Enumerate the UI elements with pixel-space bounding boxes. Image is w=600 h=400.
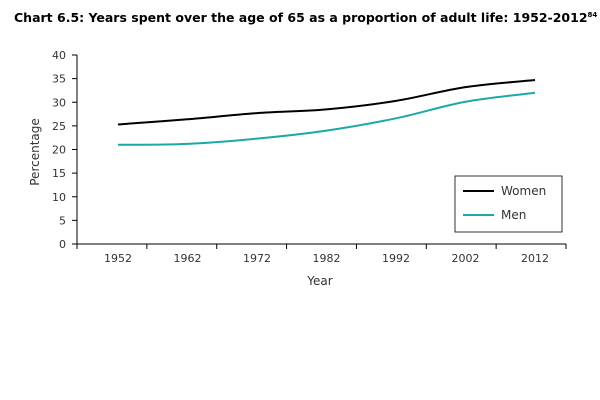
- y-tick-label: 20: [52, 144, 66, 157]
- x-axis-title: Year: [306, 274, 332, 288]
- y-tick-label: 25: [52, 120, 66, 133]
- legend-label-men: Men: [501, 208, 526, 222]
- y-tick-label: 5: [59, 214, 66, 227]
- y-tick-label: 15: [52, 167, 66, 180]
- y-tick-label: 0: [59, 238, 66, 251]
- y-tick-label: 35: [52, 73, 66, 86]
- x-tick-label: 1972: [243, 252, 271, 265]
- legend: Women Men: [454, 175, 563, 233]
- series-lines: [117, 79, 536, 146]
- series-line-men: [117, 91, 536, 146]
- x-tick-label: 1962: [174, 252, 202, 265]
- x-tick-label: 1952: [104, 252, 132, 265]
- x-tick-label: 2002: [452, 252, 480, 265]
- chart-title: Chart 6.5: Years spent over the age of 6…: [14, 10, 597, 25]
- y-tick-label: 10: [52, 191, 66, 204]
- x-tick-label: 2012: [521, 252, 549, 265]
- x-ticks: 1952 1962 1972 1982 1992 2002 2012: [76, 244, 567, 265]
- y-tick-label: 40: [52, 49, 66, 62]
- y-tick-label: 30: [52, 96, 66, 109]
- title-footnote: 84: [587, 10, 598, 19]
- legend-label-women: Women: [501, 184, 546, 198]
- series-line-women: [117, 79, 536, 126]
- chart-title-text: Chart 6.5: Years spent over the age of 6…: [14, 10, 588, 25]
- legend-box: [454, 175, 563, 233]
- y-ticks: 0 5 10 15 20 25 30 35 40: [52, 49, 77, 251]
- x-tick-label: 1982: [313, 252, 341, 265]
- x-tick-label: 1992: [382, 252, 410, 265]
- y-axis-title: Percentage: [28, 118, 42, 186]
